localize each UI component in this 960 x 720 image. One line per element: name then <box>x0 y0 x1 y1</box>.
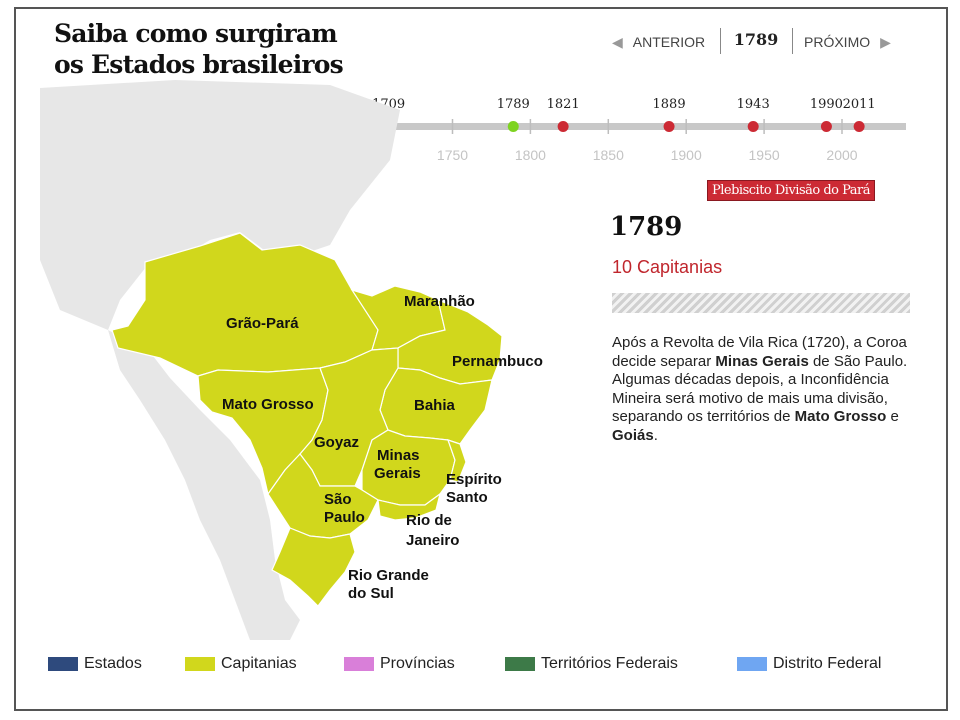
nav-divider <box>792 28 793 54</box>
legend-swatch <box>185 657 215 671</box>
hatched-divider <box>612 293 910 313</box>
legend-label: Províncias <box>380 655 455 672</box>
region-espirito-santo[interactable] <box>447 439 467 483</box>
timeline-event-label[interactable]: 1789 <box>497 97 530 112</box>
previous-button[interactable]: ◀ ANTERIOR <box>612 32 705 52</box>
south-america-land <box>40 80 400 640</box>
timeline-event-label[interactable]: 1889 <box>653 97 686 112</box>
timeline-event-label[interactable]: 1990 <box>810 97 843 112</box>
timeline-tick-label: 1800 <box>515 147 546 163</box>
label-pernambuco: Pernambuco <box>452 353 543 370</box>
desc-bold: Minas Gerais <box>715 352 809 370</box>
arrow-left-icon: ◀ <box>612 33 623 50</box>
detail-year: 1789 <box>610 212 683 242</box>
timeline-event-marker[interactable] <box>747 121 759 132</box>
timeline-tick-label: 1950 <box>749 147 780 163</box>
legend-swatch <box>737 657 767 671</box>
timeline-event-marker[interactable] <box>557 121 569 132</box>
label-minas-gerais: Gerais <box>374 465 421 482</box>
legend-item-provincias[interactable]: Províncias <box>344 654 455 674</box>
timeline-event-marker[interactable] <box>663 121 675 132</box>
page-title: Saiba como surgiram os Estados brasileir… <box>54 18 344 80</box>
legend-item-distrito-federal[interactable]: Distrito Federal <box>737 654 881 674</box>
legend-swatch <box>505 657 535 671</box>
legend-label: Capitanias <box>221 655 297 672</box>
label-espirito-santo: Espírito <box>446 471 502 488</box>
label-rio-de-janeiro: Rio de <box>406 512 452 529</box>
legend-item-estados[interactable]: Estados <box>48 654 142 674</box>
title-line-2: os Estados brasileiros <box>54 50 344 79</box>
label-minas-gerais: Minas <box>377 447 420 464</box>
timeline-event-marker[interactable] <box>853 121 865 132</box>
timeline-tick-label: 2000 <box>826 147 857 163</box>
label-goyaz: Goyaz <box>314 434 359 451</box>
timeline-tick-label: 1850 <box>593 147 624 163</box>
event-badge[interactable]: Plebiscito Divisão do Pará <box>707 180 875 201</box>
legend-swatch <box>344 657 374 671</box>
label-rio-grande-do-sul: do Sul <box>348 585 394 602</box>
next-button[interactable]: PRÓXIMO ▶ <box>804 32 891 52</box>
capitanias <box>111 232 503 607</box>
region-rio-de-janeiro[interactable] <box>377 492 441 521</box>
label-maranhao: Maranhão <box>404 293 475 310</box>
timeline-event-label[interactable]: 1943 <box>737 97 770 112</box>
nav-divider <box>720 28 721 54</box>
label-sao-paulo: Paulo <box>324 509 365 526</box>
detail-description: Após a Revolta de Vila Rica (1720), a Co… <box>612 334 912 445</box>
legend-label: Distrito Federal <box>773 655 882 672</box>
label-mato-grosso: Mato Grosso <box>222 396 314 413</box>
label-sao-paulo: São <box>324 491 352 508</box>
label-rio-grande-do-sul: Rio Grande <box>348 567 429 584</box>
timeline-tick-label: 1900 <box>671 147 702 163</box>
timeline-event-label[interactable]: 1821 <box>547 97 580 112</box>
detail-subtitle: 10 Capitanias <box>612 257 723 277</box>
desc-text: e <box>886 408 899 425</box>
legend-item-territorios-federais[interactable]: Territórios Federais <box>505 654 678 674</box>
label-grao-para: Grão-Pará <box>226 315 299 332</box>
legend-label: Territórios Federais <box>541 655 678 672</box>
arrow-right-icon: ▶ <box>880 33 891 50</box>
desc-text: de São Paulo. Algumas décadas depois, a … <box>612 352 908 426</box>
legend-item-capitanias[interactable]: Capitanias <box>185 654 297 674</box>
legend-swatch <box>48 657 78 671</box>
timeline-track[interactable] <box>48 123 906 130</box>
title-line-1: Saiba como surgiram <box>54 19 338 48</box>
desc-text: Após a Revolta de Vila Rica (1720), a Co… <box>612 334 907 370</box>
region-rio-grande-do-sul[interactable] <box>271 527 356 607</box>
next-label: PRÓXIMO <box>804 34 871 50</box>
label-espirito-santo: Santo <box>446 489 488 506</box>
desc-bold: Mato Grosso <box>794 408 887 425</box>
timeline-tick-label: 1750 <box>437 147 468 163</box>
timeline-event-marker[interactable] <box>820 121 832 132</box>
desc-bold: Goiás <box>612 426 654 444</box>
timeline-event-marker[interactable] <box>507 121 519 132</box>
legend-label: Estados <box>84 655 142 672</box>
timeline-event-label[interactable]: 2011 <box>843 97 876 112</box>
desc-text: . <box>653 426 658 444</box>
previous-label: ANTERIOR <box>632 34 706 50</box>
current-year: 1789 <box>733 30 779 49</box>
label-bahia: Bahia <box>414 397 456 414</box>
label-rio-de-janeiro: Janeiro <box>406 532 459 549</box>
